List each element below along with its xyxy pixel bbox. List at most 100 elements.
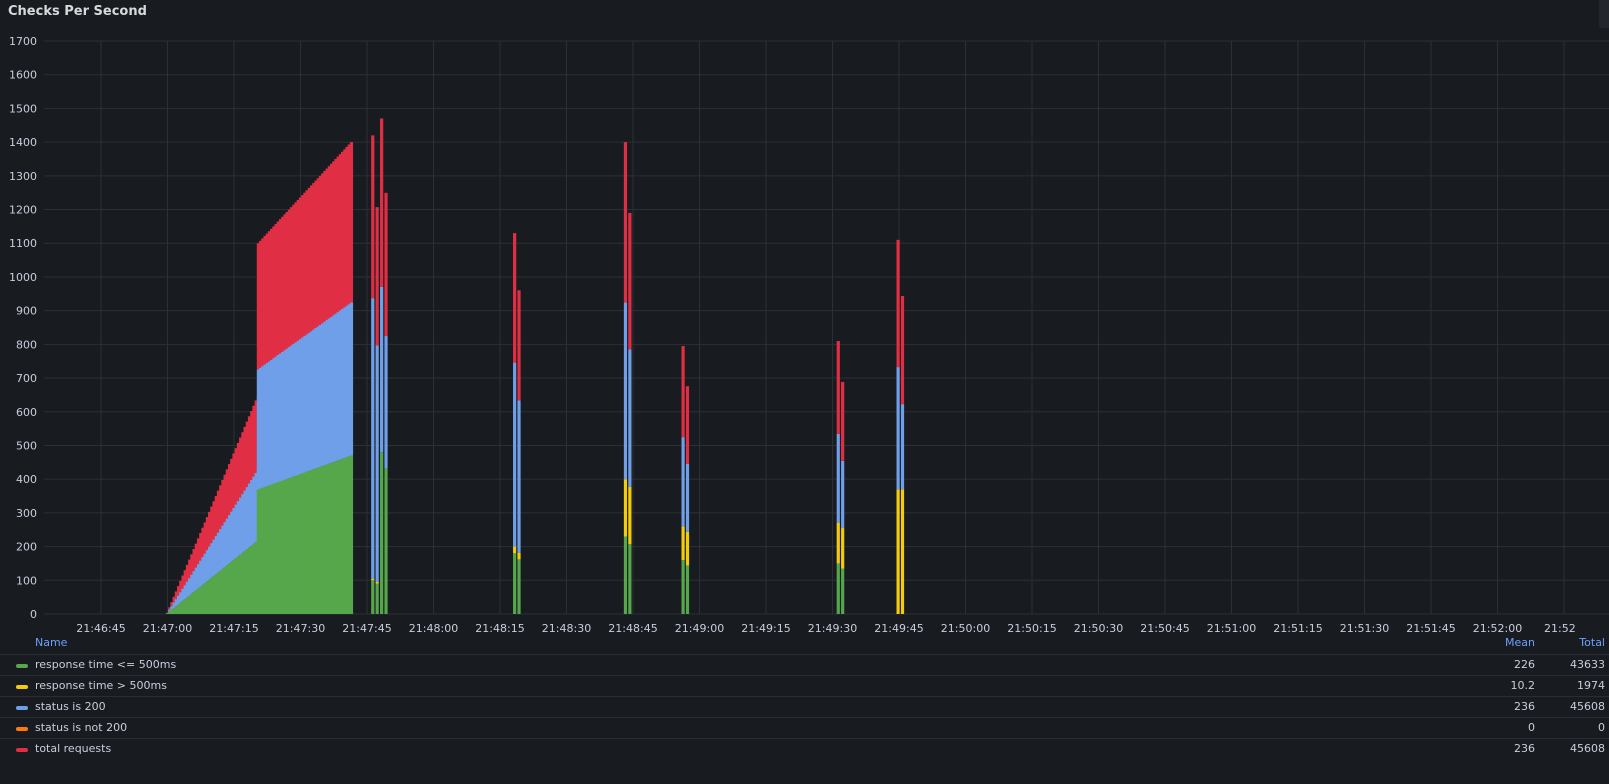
legend-series-name[interactable]: status is 200 [35, 700, 106, 713]
bar-total-segment [309, 185, 314, 332]
y-tick-label: 100 [16, 574, 37, 587]
bar-ok-segment [263, 486, 267, 614]
bar-total-segment [192, 548, 196, 572]
bar-ok-segment [345, 457, 349, 614]
bar-total-segment [375, 207, 379, 346]
bar-status200-segment [203, 553, 207, 584]
bar-total-segment [316, 178, 320, 327]
bar-total-segment [371, 135, 375, 299]
bar-total-segment [232, 453, 236, 509]
bar-ok-segment [341, 458, 345, 614]
bar-total-segment [380, 118, 384, 287]
bar-total-segment [287, 209, 292, 348]
legend-header-mean[interactable]: Mean [1505, 636, 1535, 649]
y-tick-label: 1400 [9, 136, 37, 149]
legend-row[interactable]: status is 200 236 45608 [0, 696, 1609, 717]
y-tick-label: 800 [16, 338, 37, 351]
bar-total-segment [214, 495, 218, 537]
bar-ok-segment [287, 478, 292, 614]
bar-status200-segment [278, 353, 283, 482]
bar-status200-segment [265, 362, 269, 487]
bar-ok-segment [272, 483, 276, 614]
x-tick-label: 21:49:45 [874, 622, 923, 632]
bar-status200-segment [210, 543, 214, 578]
bar-status200-segment [517, 400, 521, 553]
legend-header-total[interactable]: Total [1579, 636, 1605, 649]
bar-ok-segment [283, 479, 287, 614]
bar-ok-segment [312, 469, 316, 614]
bar-ok-segment [276, 482, 280, 614]
bar-status200-segment [236, 501, 241, 557]
y-tick-label: 600 [16, 406, 37, 419]
bar-ok-segment [172, 607, 176, 614]
bar-total-segment [230, 458, 234, 512]
bar-slow-segment [628, 486, 632, 545]
bar-status200-segment [185, 581, 190, 598]
bar-status200-segment [263, 364, 267, 487]
bar-total-segment [172, 596, 176, 603]
legend-series-name[interactable]: response time <= 500ms [35, 658, 177, 671]
bar-status200-segment [183, 585, 187, 600]
bar-status200-segment [223, 522, 227, 567]
legend-header-name[interactable]: Name [35, 636, 68, 649]
bar-ok-segment [252, 543, 256, 614]
bar-status200-segment [245, 487, 249, 550]
bar-status200-segment [276, 354, 280, 483]
bar-ok-segment [301, 473, 305, 614]
x-tick-label: 21:49:00 [675, 622, 724, 632]
bar-ok-segment [203, 583, 207, 614]
legend-row[interactable]: status is not 200 0 0 [0, 717, 1609, 738]
bar-total-segment [841, 381, 845, 461]
bar-status200-segment [323, 321, 327, 466]
bar-status200-segment [174, 599, 178, 607]
bar-ok-segment [259, 488, 263, 614]
legend-swatch [16, 664, 28, 668]
legend-series-name[interactable]: total requests [35, 742, 112, 755]
legend-series-name[interactable]: status is not 200 [35, 721, 128, 734]
x-tick-label: 21:52:00 [1473, 622, 1522, 632]
bar-status200-segment [201, 557, 205, 585]
bar-total-segment [188, 559, 192, 579]
legend-swatch [16, 685, 28, 689]
bar-total-segment [336, 156, 340, 313]
bar-total-segment [314, 180, 318, 328]
legend-mean-value: 10.2 [1510, 679, 1536, 692]
bar-status200-segment [290, 345, 294, 478]
bar-total-segment [185, 564, 190, 582]
bar-ok-segment [305, 471, 309, 614]
legend-total-value: 45608 [1570, 742, 1605, 755]
bar-ok-segment [247, 547, 252, 614]
bar-ok-segment [329, 462, 334, 614]
bar-total-segment [254, 400, 258, 474]
bar-status200-segment [214, 536, 218, 575]
bar-ok-segment [205, 581, 209, 614]
bar-ok-segment [165, 613, 170, 614]
bar-status200-segment [261, 366, 265, 488]
bar-status200-segment [170, 606, 174, 610]
bar-total-segment [227, 464, 232, 516]
bar-status200-segment [250, 480, 254, 546]
panel-menu-stub[interactable] [1599, 0, 1609, 28]
bar-total-segment [272, 226, 276, 359]
stacked-bar-chart: 0 100 200 300 400 500 600 700 800 900 1000 1100 1200… [9, 35, 1609, 632]
bar-status200-segment [327, 318, 331, 464]
bar-total-segment [256, 243, 260, 370]
y-tick-label: 200 [16, 541, 37, 554]
legend-row[interactable]: response time > 500ms 10.2 1974 [0, 675, 1609, 696]
bar-total-segment [343, 149, 347, 308]
x-tick-label: 21:47:45 [342, 622, 391, 632]
bar-status200-segment [303, 335, 307, 473]
bar-total-segment [281, 216, 285, 352]
bar-status200-segment [196, 564, 201, 589]
legend-series-name[interactable]: response time > 500ms [35, 679, 167, 692]
bar-status200-segment [285, 348, 289, 479]
legend-row[interactable]: response time <= 500ms 226 43633 [0, 654, 1609, 675]
legend-row[interactable]: total requests 236 45608 [0, 738, 1609, 759]
bar-total-segment [285, 211, 289, 349]
bar-status200-segment [296, 340, 300, 475]
bar-ok-segment [212, 575, 216, 614]
legend-header: Name Mean Total [0, 632, 1609, 654]
y-tick-label: 1600 [9, 69, 37, 82]
bar-ok-segment [243, 550, 247, 614]
